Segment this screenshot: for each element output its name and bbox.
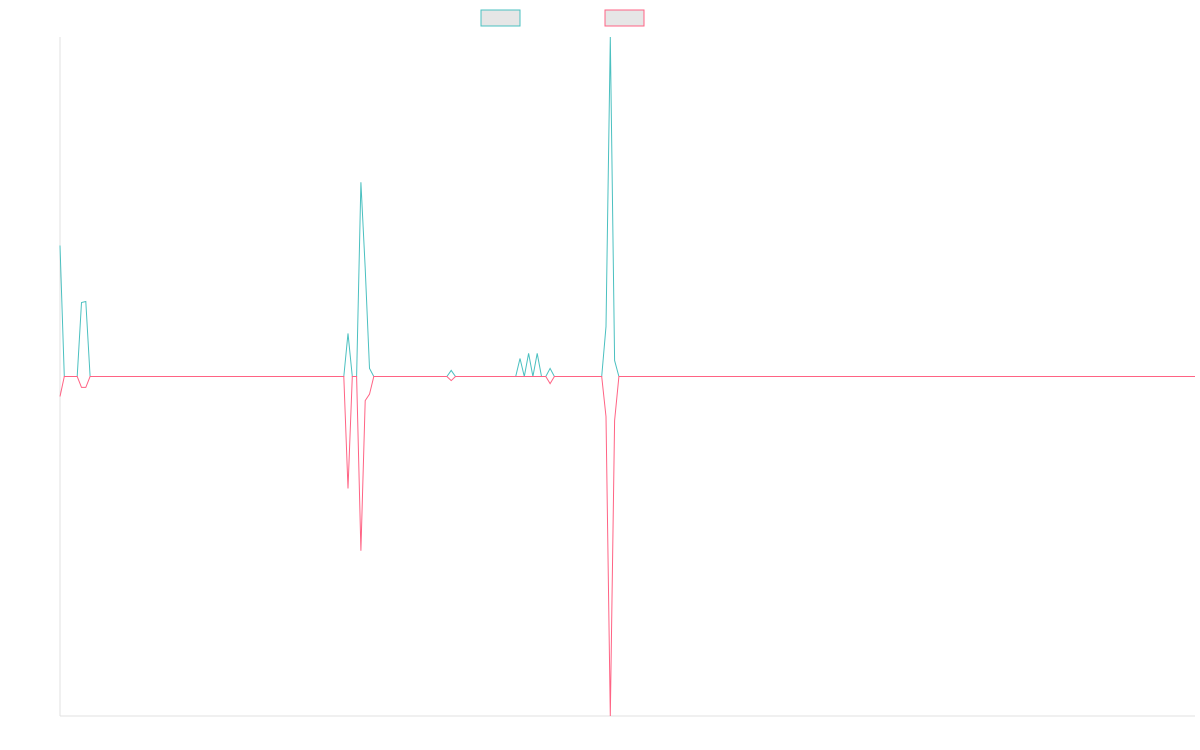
data-line [59,36,1195,377]
legend-swatch[interactable] [604,9,645,27]
data-line [59,376,1195,717]
legend-swatch[interactable] [480,9,521,27]
